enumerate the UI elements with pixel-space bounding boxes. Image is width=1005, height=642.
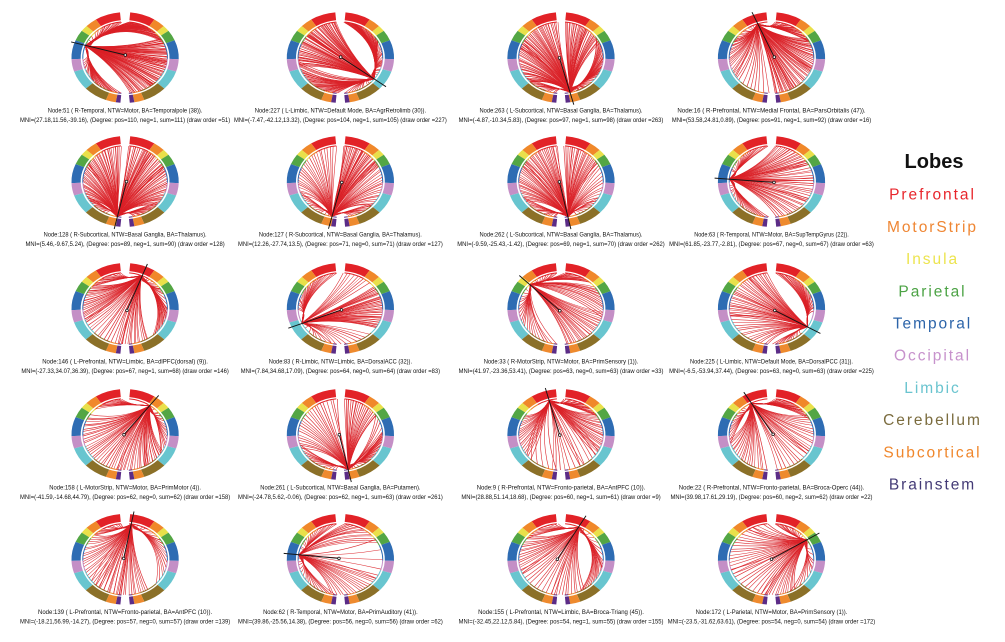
svg-text:Node:225 ( L-Limbic, NTW=Defau: Node:225 ( L-Limbic, NTW=Default Mode, B… [690,358,853,365]
svg-text:Node:158 ( L-MotorStrip, NTW=M: Node:158 ( L-MotorStrip, NTW=Motor, BA=P… [49,484,201,491]
svg-text:Node:62 ( R-Temporal, NTW=Moto: Node:62 ( R-Temporal, NTW=Motor, BA=Prim… [263,609,418,616]
svg-text:Insula: Insula [906,251,959,268]
svg-text:Node:261 ( L-Subcortical, NTW=: Node:261 ( L-Subcortical, NTW=Basal Gang… [260,484,420,491]
svg-text:Node:9 ( R-Prefrontal, NTW=Fro: Node:9 ( R-Prefrontal, NTW=Fronto-pariet… [477,484,646,491]
svg-text:Node:262 ( L-Subcortical, NTW=: Node:262 ( L-Subcortical, NTW=Basal Gang… [480,231,643,238]
svg-text:Limbic: Limbic [904,380,961,397]
svg-text:MNI=(-32.45,22.12,5.84), (Degr: MNI=(-32.45,22.12,5.84), (Degree: pos=54… [459,619,664,626]
svg-text:Node:22 ( R-Prefrontal, NTW=Fr: Node:22 ( R-Prefrontal, NTW=Fronto-parie… [679,484,865,491]
svg-text:MNI=(-9.59,-25.43,-1.42), (Deg: MNI=(-9.59,-25.43,-1.42), (Degree: pos=6… [457,241,665,248]
svg-text:Cerebellum: Cerebellum [883,412,982,429]
svg-text:Node:227 ( L-Limbic, NTW=Defau: Node:227 ( L-Limbic, NTW=Default Mode, B… [255,107,427,114]
svg-text:Brainstem: Brainstem [889,477,976,494]
svg-text:Parietal: Parietal [898,283,966,300]
svg-text:Node:263 ( L-Subcortical, NTW=: Node:263 ( L-Subcortical, NTW=Basal Gang… [480,107,643,114]
svg-text:MNI=(41.97,-23.36,53.41), (Deg: MNI=(41.97,-23.36,53.41), (Degree: pos=6… [459,368,664,375]
svg-text:MNI=(-6.5,-53.94,37.44), (Degr: MNI=(-6.5,-53.94,37.44), (Degree: pos=63… [669,368,874,375]
svg-text:Prefrontal: Prefrontal [889,187,976,204]
svg-text:Node:33 ( R-MotorStrip, NTW=Mo: Node:33 ( R-MotorStrip, NTW=Motor, BA=Pr… [484,358,639,365]
svg-text:Node:155 ( L-Prefrontal, NTW=L: Node:155 ( L-Prefrontal, NTW=Limbic, BA=… [478,609,644,616]
svg-text:Node:146 ( L-Prefrontal, NTW=L: Node:146 ( L-Prefrontal, NTW=Limbic, BA=… [42,358,208,365]
svg-text:MNI=(-41.59,-14.68,44.79), (De: MNI=(-41.59,-14.68,44.79), (Degree: pos=… [20,494,230,501]
svg-text:Node:63 ( R-Temporal, NTW=Moto: Node:63 ( R-Temporal, NTW=Motor, BA=SupT… [694,231,849,238]
svg-text:Occipital: Occipital [894,348,971,365]
svg-text:Temporal: Temporal [893,316,972,333]
svg-text:MNI=(53.58,24.81,0.89), (Degre: MNI=(53.58,24.81,0.89), (Degree: pos=91,… [672,117,871,124]
svg-text:MotorStrip: MotorStrip [887,219,978,236]
svg-text:MNI=(39.86,-25.56,14.38), (Deg: MNI=(39.86,-25.56,14.38), (Degree: pos=5… [238,619,443,626]
svg-text:MNI=(-7.47,-42.12,13.32), (Deg: MNI=(-7.47,-42.12,13.32), (Degree: pos=1… [234,117,447,124]
svg-text:Node:172 ( L-Parietal, NTW=Mot: Node:172 ( L-Parietal, NTW=Motor, BA=Pri… [696,609,848,616]
svg-text:MNI=(7.84,34.68,17.09), (Degre: MNI=(7.84,34.68,17.09), (Degree: pos=64,… [241,368,440,375]
svg-text:MNI=(-4.87,-10.34,5.83), (Degr: MNI=(-4.87,-10.34,5.83), (Degree: pos=97… [459,117,664,124]
svg-text:Node:139 ( L-Prefrontal, NTW=F: Node:139 ( L-Prefrontal, NTW=Fronto-pari… [38,609,212,616]
svg-text:Node:127 ( R-Subcortical, NTW=: Node:127 ( R-Subcortical, NTW=Basal Gang… [259,231,422,238]
svg-text:MNI=(39.98,17.61,29.19), (Degr: MNI=(39.98,17.61,29.19), (Degree: pos=60… [671,494,873,501]
svg-text:Node:83 ( R-Limbic, NTW=Limbic: Node:83 ( R-Limbic, NTW=Limbic, BA=Dorsa… [269,358,413,365]
svg-text:MNI=(5.46,-9.67,5.24), (Degree: MNI=(5.46,-9.67,5.24), (Degree: pos=89, … [25,241,224,248]
svg-text:Subcortical: Subcortical [883,444,981,461]
svg-text:MNI=(-27.33,34.07,36.39), (Deg: MNI=(-27.33,34.07,36.39), (Degree: pos=6… [21,368,229,375]
svg-text:MNI=(-18.21,56.99,-14.27), (De: MNI=(-18.21,56.99,-14.27), (Degree: pos=… [20,619,230,626]
svg-text:Node:51 ( R-Temporal, NTW=Moto: Node:51 ( R-Temporal, NTW=Motor, BA=Temp… [48,107,203,114]
svg-text:Node:128 ( R-Subcortical, NTW=: Node:128 ( R-Subcortical, NTW=Basal Gang… [44,231,207,238]
svg-text:MNI=(-24.78,5.62,-0.06), (Degr: MNI=(-24.78,5.62,-0.06), (Degree: pos=62… [238,494,443,501]
svg-text:MNI=(61.85,-23.77,-2.81), (Deg: MNI=(61.85,-23.77,-2.81), (Degree: pos=6… [669,241,874,248]
svg-text:MNI=(27.18,11.56,-39.16), (Deg: MNI=(27.18,11.56,-39.16), (Degree: pos=1… [20,117,230,124]
svg-text:Lobes: Lobes [905,151,964,173]
svg-text:MNI=(12.26,-27.74,13.5), (Degr: MNI=(12.26,-27.74,13.5), (Degree: pos=71… [238,241,443,248]
svg-text:Node:16 ( R-Prefrontal, NTW=Me: Node:16 ( R-Prefrontal, NTW=Medial Front… [677,107,866,114]
svg-text:MNI=(28.88,51.14,18.68), (Degr: MNI=(28.88,51.14,18.68), (Degree: pos=60… [461,494,660,501]
svg-text:MNI=(-23.5,-31.62,63.61), (Deg: MNI=(-23.5,-31.62,63.61), (Degree: pos=5… [668,619,876,626]
